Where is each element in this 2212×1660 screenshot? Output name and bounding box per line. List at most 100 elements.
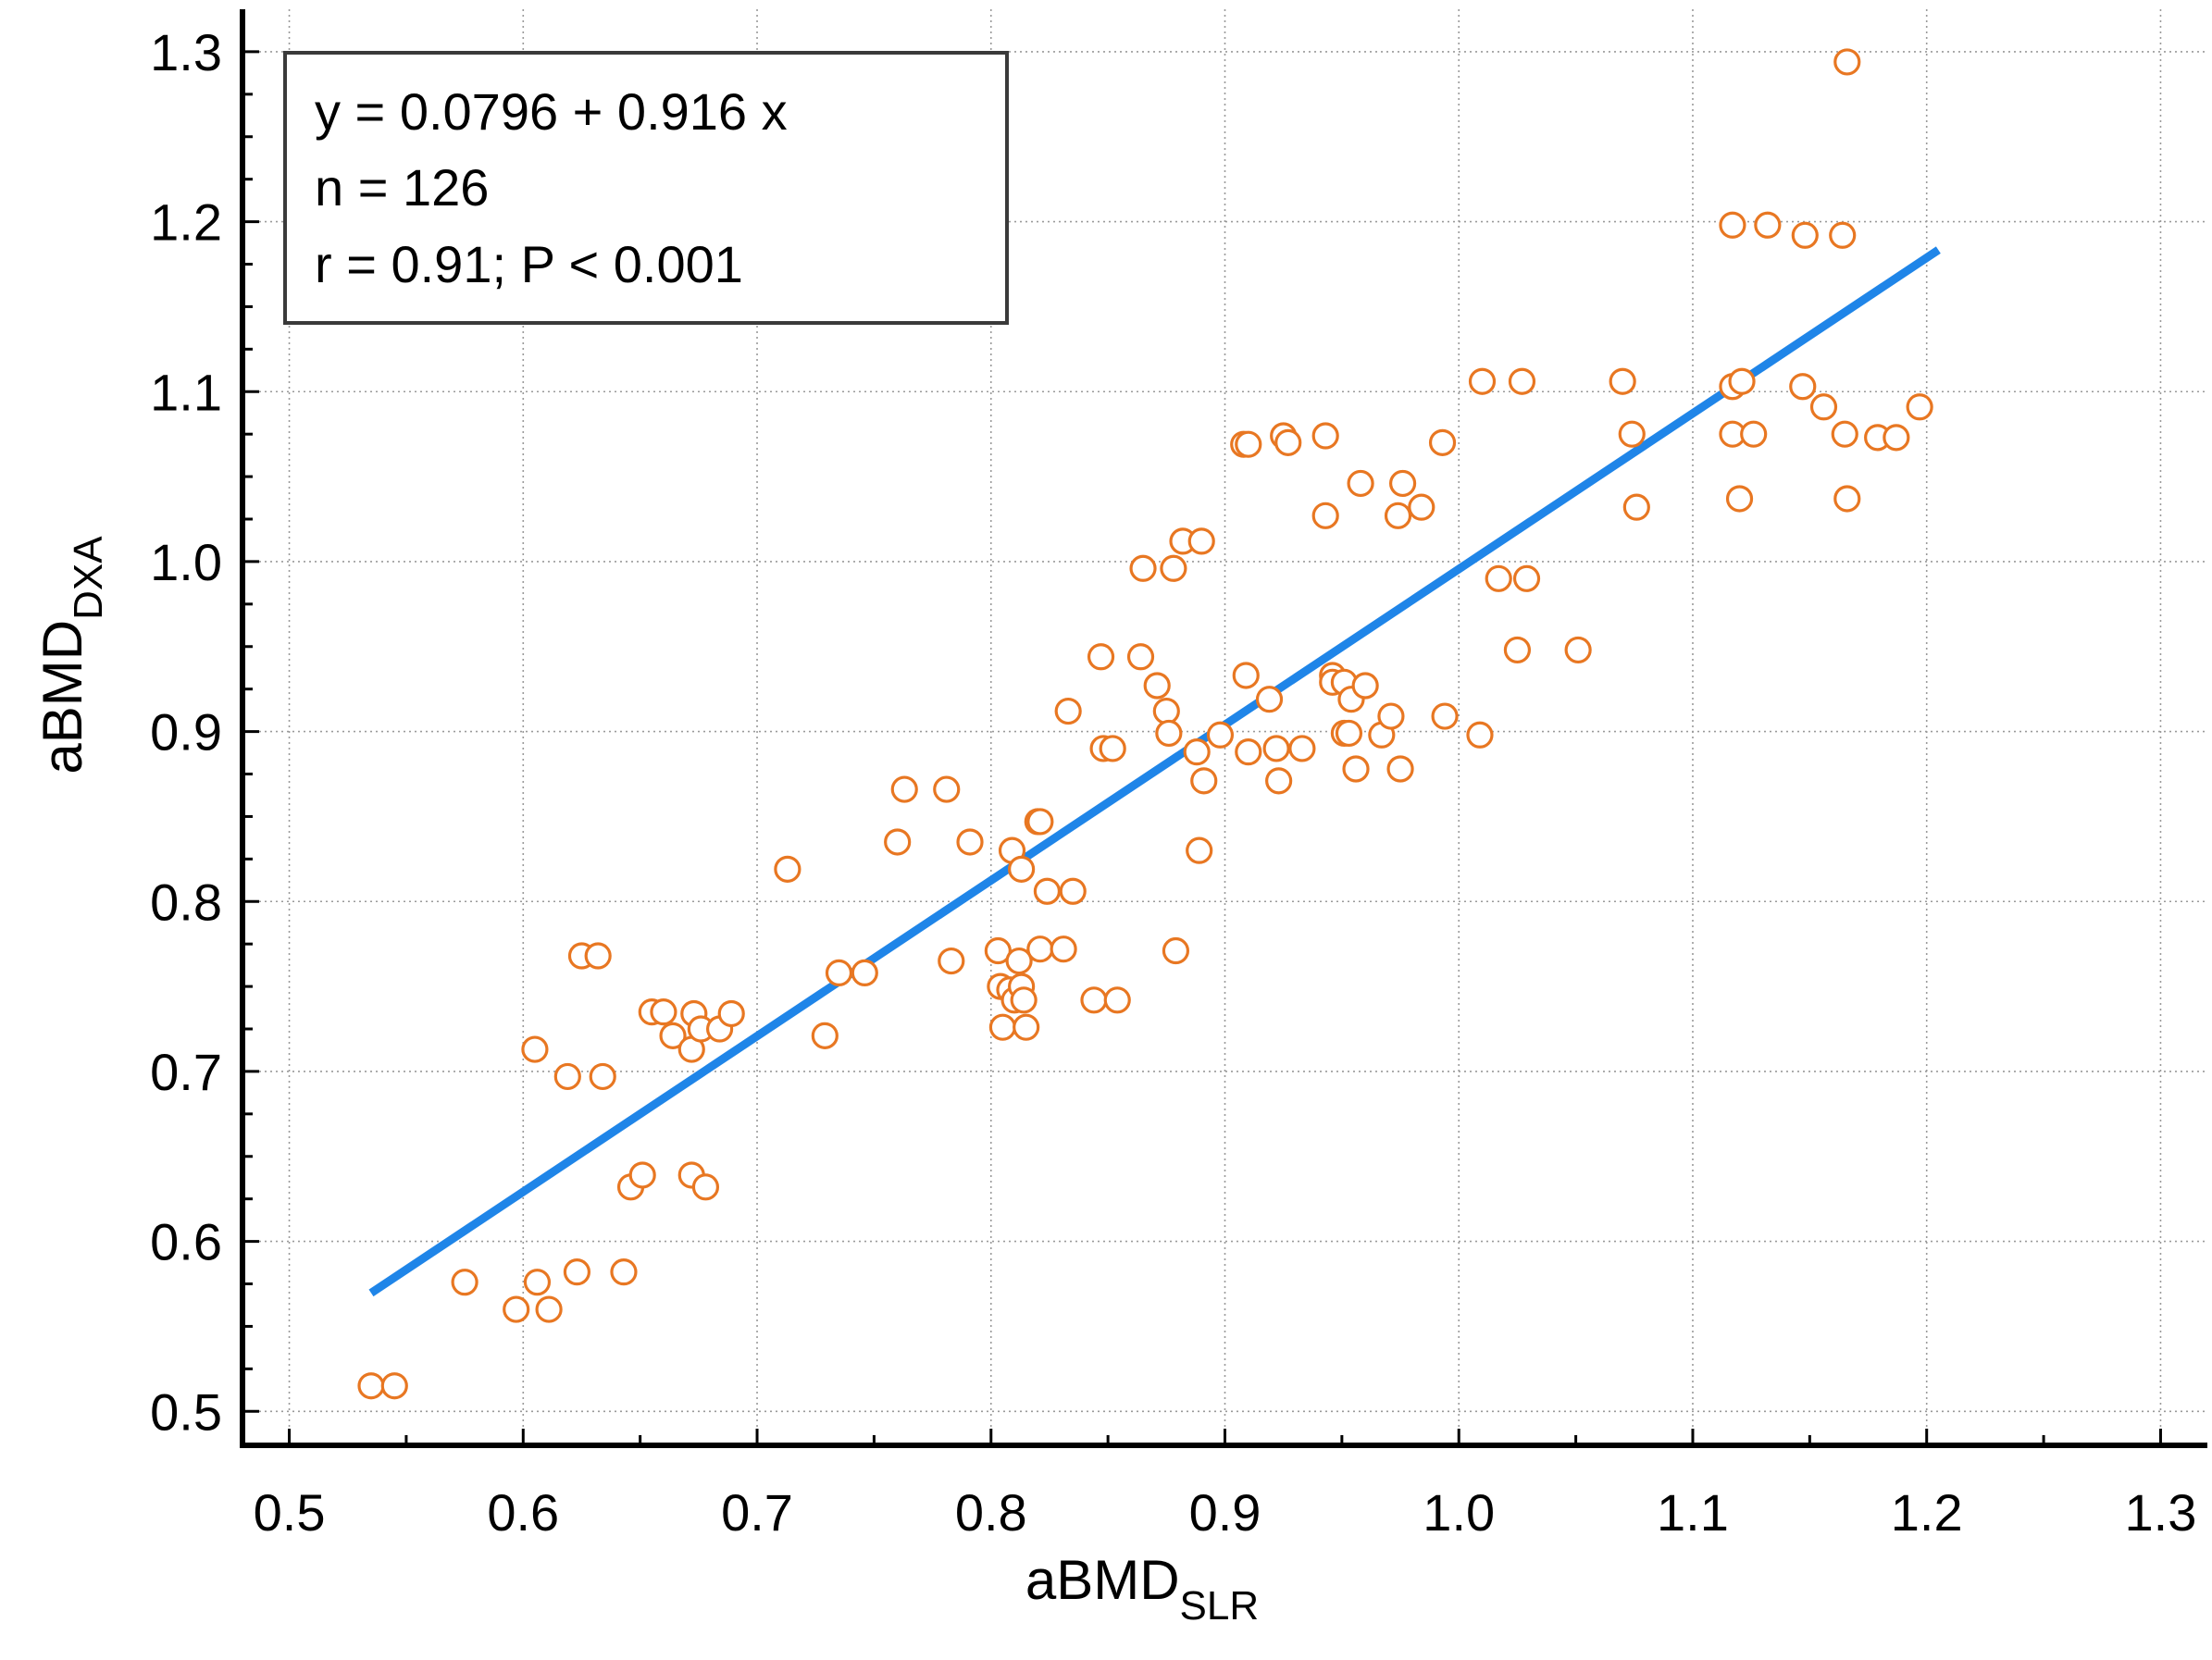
- data-point: [589, 1062, 616, 1091]
- stats-box: y = 0.0796 + 0.916 x n = 126 r = 0.91; P…: [283, 51, 1009, 325]
- y-axis-title-main: aBMD: [31, 620, 93, 774]
- data-point: [1010, 986, 1038, 1014]
- data-point: [1809, 393, 1838, 421]
- data-point: [884, 828, 912, 856]
- data-point: [1609, 367, 1636, 395]
- data-point: [650, 998, 677, 1026]
- data-point: [535, 1295, 563, 1323]
- data-point: [1186, 836, 1213, 864]
- data-point: [610, 1258, 638, 1286]
- x-axis-title-main: aBMD: [1025, 1549, 1180, 1611]
- sample-size: n = 126: [315, 158, 489, 217]
- data-point: [1466, 721, 1494, 749]
- y-axis-title: aBMDDXA: [31, 536, 111, 774]
- data-point: [1187, 527, 1215, 555]
- data-point: [1408, 493, 1435, 521]
- x-tick-label: 1.3: [2125, 1483, 2197, 1542]
- regression-layer: [368, 246, 1941, 1297]
- data-point: [1618, 420, 1646, 448]
- data-point: [1033, 877, 1062, 905]
- data-point: [1833, 48, 1861, 76]
- data-point: [553, 1062, 581, 1091]
- data-point: [1054, 697, 1082, 725]
- data-point: [933, 775, 961, 803]
- data-point: [1087, 643, 1115, 671]
- data-point: [1050, 935, 1077, 963]
- tick-labels: 0.5 0.6 0.7 0.8 0.9 1.0 1.1 1.2 1.3 0.5 0.6 0.7 0.8 0…: [150, 23, 2196, 1542]
- data-point: [1190, 767, 1218, 795]
- y-tick-label: 1.3: [150, 23, 222, 81]
- x-tick-label: 1.0: [1423, 1483, 1495, 1542]
- y-tick-label: 0.7: [150, 1043, 222, 1101]
- data-point: [380, 1372, 408, 1400]
- data-point: [1262, 735, 1290, 762]
- data-point: [521, 1035, 549, 1063]
- data-point: [1235, 430, 1262, 458]
- data-point: [1335, 719, 1363, 748]
- data-point: [1906, 393, 1933, 421]
- data-point: [563, 1258, 591, 1286]
- data-point: [1831, 420, 1858, 448]
- data-point: [451, 1269, 478, 1296]
- y-axis-title-subscript: DXA: [66, 536, 111, 620]
- stats-box-frame: [283, 51, 1009, 325]
- data-point: [1754, 211, 1782, 239]
- data-point: [691, 1173, 720, 1201]
- data-point: [1384, 502, 1412, 529]
- data-point: [1005, 947, 1033, 975]
- data-point: [1791, 221, 1819, 249]
- data-point: [1564, 636, 1592, 664]
- data-point: [1740, 420, 1768, 448]
- data-point: [1274, 428, 1302, 456]
- data-point: [1152, 697, 1180, 725]
- y-tick-label: 0.9: [150, 703, 222, 762]
- data-point: [1728, 367, 1756, 395]
- data-point: [1080, 986, 1108, 1014]
- y-tick-label: 1.1: [150, 363, 222, 421]
- data-point: [1008, 855, 1036, 883]
- data-point: [584, 942, 612, 970]
- data-point: [1099, 735, 1126, 762]
- data-point: [1388, 469, 1417, 498]
- data-point: [1206, 721, 1235, 749]
- data-point: [1512, 564, 1541, 592]
- data-point: [1829, 221, 1857, 249]
- data-point: [1183, 738, 1211, 766]
- axes: [240, 9, 2207, 1448]
- data-point: [1622, 493, 1650, 521]
- x-tick-label: 1.1: [1657, 1483, 1729, 1542]
- data-point: [523, 1269, 552, 1296]
- data-point: [984, 936, 1012, 965]
- data-point: [988, 1013, 1016, 1041]
- data-point: [357, 1372, 385, 1400]
- data-point: [1235, 738, 1262, 766]
- data-point: [1725, 485, 1754, 513]
- y-tick-label: 1.0: [150, 533, 222, 591]
- data-point: [1468, 367, 1497, 395]
- data-point: [1288, 735, 1316, 762]
- data-point: [1342, 755, 1370, 783]
- data-point: [1311, 502, 1339, 529]
- regression-line: [368, 246, 1941, 1297]
- y-tick-label: 0.5: [150, 1382, 222, 1441]
- x-tick-label: 0.6: [487, 1483, 559, 1542]
- data-point: [774, 855, 802, 883]
- data-point: [1059, 877, 1087, 905]
- data-point: [1026, 935, 1054, 963]
- x-tick-label: 1.2: [1891, 1483, 1963, 1542]
- data-point: [1377, 702, 1405, 730]
- data-point: [659, 1022, 687, 1049]
- data-point: [1126, 643, 1155, 671]
- data-point: [1162, 936, 1190, 965]
- data-point: [1143, 672, 1171, 700]
- data-point: [1431, 702, 1459, 730]
- data-point: [503, 1295, 530, 1323]
- data-point: [1428, 428, 1457, 456]
- data-point: [1789, 373, 1817, 401]
- data-point: [956, 828, 984, 856]
- correlation-stats: r = 0.91; P < 0.001: [315, 235, 743, 293]
- data-point: [825, 959, 853, 987]
- x-tick-label: 0.8: [955, 1483, 1027, 1542]
- data-point: [1013, 1013, 1040, 1041]
